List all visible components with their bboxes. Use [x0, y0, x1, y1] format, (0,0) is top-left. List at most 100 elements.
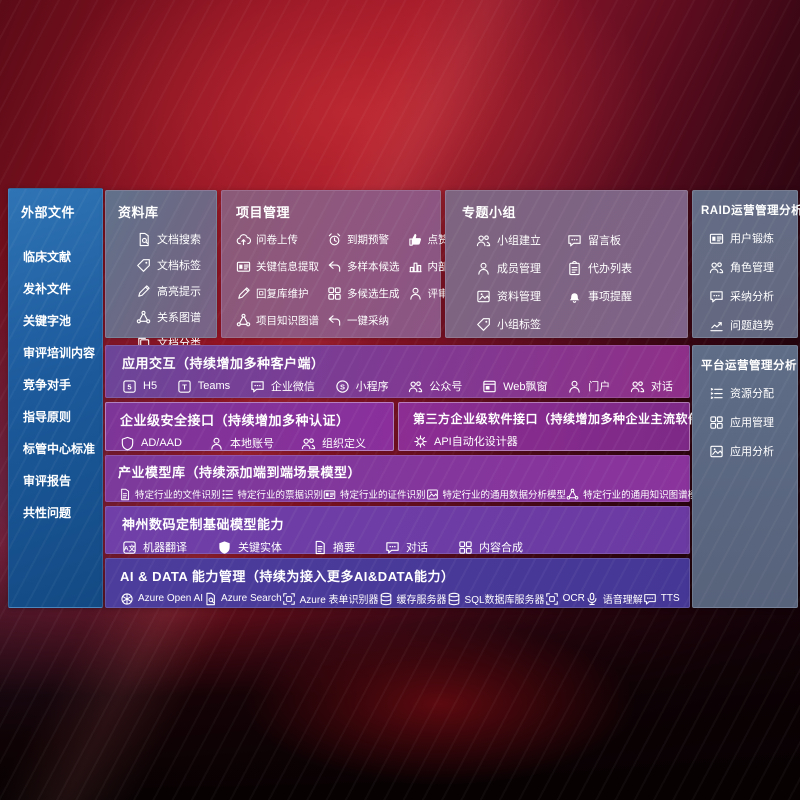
feature-item: 小组标签	[476, 316, 541, 332]
feature-label: 事项提醒	[588, 291, 632, 303]
feature-label: 机器翻译	[143, 542, 187, 554]
bell-icon	[567, 289, 582, 304]
panel-title: 专题小组	[462, 205, 517, 220]
feature-label: 应用分析	[730, 446, 774, 458]
feature-item: 问卷上传	[236, 232, 319, 247]
edit-pen-icon	[236, 286, 251, 301]
panel-title: AI & DATA 能力管理（持续为接入更多AI&DATA能力）	[120, 569, 455, 584]
feature-item: 到期预警	[327, 232, 400, 247]
feature-label: 问卷上传	[256, 234, 298, 246]
feature-item: 小程序	[335, 378, 389, 394]
feature-label: 缓存服务器	[396, 595, 447, 606]
teams-icon	[177, 379, 192, 394]
local-account-icon	[209, 436, 224, 451]
knowledge-graph-icon	[566, 488, 579, 501]
feature-label: 文档搜索	[157, 234, 201, 246]
library-panel: 资料库 文档搜索 文档标签 高亮提示 关系图谱 文档分类	[105, 190, 217, 350]
feature-item: 资源分配	[709, 385, 797, 401]
grid-generate-icon	[327, 286, 342, 301]
file-recognize-icon	[118, 488, 131, 501]
feature-item: API自动化设计器	[413, 433, 518, 449]
feature-label: AD/AAD	[141, 437, 182, 449]
feature-item: 文档搜索	[136, 231, 216, 247]
people-icon	[476, 233, 491, 248]
feature-label: 应用管理	[730, 417, 774, 429]
feature-item: 回复库维护	[236, 286, 319, 301]
feature-item: SQL数据库服务器	[447, 591, 545, 606]
translate-icon	[122, 540, 137, 555]
feature-item: 特定行业的文件识别	[118, 487, 221, 501]
feature-label: 高亮提示	[157, 286, 201, 298]
raid-analytics-panel: RAID运营管理分析 用户锻炼 角色管理 采纳分析 问题趋势	[692, 190, 800, 338]
dialog-icon	[630, 379, 645, 394]
feature-label: 本地账号	[229, 438, 274, 450]
feature-item: Azure Search	[203, 592, 282, 606]
feature-label: 对话	[406, 542, 428, 554]
feature-item: 应用管理	[709, 414, 797, 430]
feature-label: H5	[143, 380, 158, 392]
feature-item: 机器翻译	[122, 539, 187, 555]
reply-arrow-icon	[327, 259, 342, 274]
feature-label: 特定行业的通用数据分析模型	[442, 490, 567, 501]
dialog-chat-icon	[385, 540, 400, 555]
feature-item: 语音理解	[585, 591, 643, 606]
receipt-recognize-icon	[221, 488, 234, 501]
panel-title: RAID运营管理分析	[701, 205, 800, 217]
miniprogram-icon	[335, 379, 350, 394]
feature-label: 回复库维护	[256, 288, 309, 300]
feature-label: 小程序	[355, 381, 389, 393]
person-icon	[408, 286, 423, 301]
org-people-icon	[301, 436, 316, 451]
feature-label: 特定行业的票据识别	[237, 490, 324, 501]
feature-label: 关键实体	[238, 542, 282, 554]
ranking-icon	[408, 259, 423, 274]
feature-item: 问题趋势	[709, 317, 797, 333]
feature-label: Azure 表单识别器	[299, 595, 379, 606]
panel-title: 产业模型库（持续添加端到端场景模型）	[118, 465, 362, 480]
feature-label: SQL数据库服务器	[464, 595, 545, 606]
panel-title: 资料库	[118, 205, 159, 220]
feature-item: 关系图谱	[136, 309, 216, 325]
feature-label: 采纳分析	[730, 291, 774, 303]
panel-title: 应用交互（持续增加多种客户端）	[122, 356, 325, 371]
feature-item: 企业微信	[250, 378, 315, 394]
sidebar-item-common-issues: 共性问题	[23, 506, 72, 520]
feature-label: 公众号	[429, 381, 463, 393]
feature-label: 代办列表	[588, 263, 632, 275]
feature-item: Azure Open AI	[120, 592, 203, 606]
speech-icon	[585, 592, 599, 606]
feature-item: 文档标签	[136, 257, 216, 273]
feature-item: Teams	[177, 379, 230, 394]
feature-item: 本地账号	[209, 435, 274, 451]
feature-label: Azure Search	[221, 593, 282, 604]
adopt-arrow-icon	[327, 313, 342, 328]
third-party-interface-panel: 第三方企业级软件接口（持续增加多种企业主流软件接口） API自动化设计器	[398, 402, 738, 451]
feature-label: 门户	[588, 381, 611, 393]
official-account-icon	[408, 379, 423, 394]
panel-title: 项目管理	[236, 205, 291, 220]
feature-item: 特定行业的通用数据分析模型	[426, 487, 567, 501]
cloud-upload-icon	[236, 232, 251, 247]
portal-icon	[567, 379, 582, 394]
trend-chart-icon	[709, 318, 724, 333]
feature-label: 多候选生成	[347, 288, 400, 300]
feature-item: 小组建立	[476, 232, 541, 248]
feature-item: 对话	[385, 539, 428, 555]
feature-item: 特定行业的通用知识图谱模型	[566, 487, 707, 501]
feature-label: 用户锻炼	[730, 233, 774, 245]
feature-label: 资料管理	[497, 291, 541, 303]
role-people-icon	[709, 260, 724, 275]
sidebar-item-competitors: 竞争对手	[23, 378, 72, 392]
feature-item: 资料管理	[476, 288, 541, 304]
feature-label: 内容合成	[479, 542, 523, 554]
tag-icon	[476, 317, 491, 332]
feature-label: Teams	[197, 380, 231, 392]
form-recognizer-icon	[282, 592, 296, 606]
platform-analytics-panel: 平台运营管理分析 资源分配 应用管理 应用分析	[692, 345, 798, 608]
ad-shield-icon	[120, 436, 135, 451]
feature-item: 成员管理	[476, 260, 541, 276]
id-card-icon	[709, 231, 724, 246]
feature-label: 项目知识图谱	[256, 315, 319, 327]
api-gear-icon	[413, 434, 428, 449]
feature-item: 对话	[630, 378, 673, 394]
